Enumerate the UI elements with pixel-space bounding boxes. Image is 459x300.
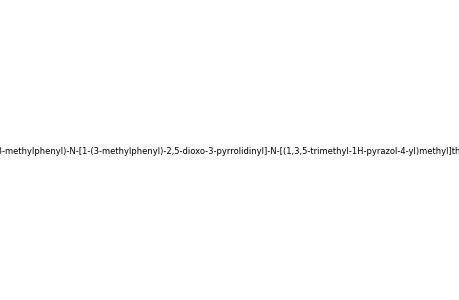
Text: N-(3-methylphenyl)-N-[1-(3-methylphenyl)-2,5-dioxo-3-pyrrolidinyl]-N-[(1,3,5-tri: N-(3-methylphenyl)-N-[1-(3-methylphenyl)… bbox=[0, 147, 459, 156]
